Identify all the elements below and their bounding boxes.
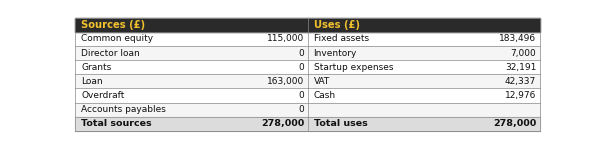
- Text: Sources (£): Sources (£): [81, 20, 145, 30]
- Text: 12,976: 12,976: [505, 91, 536, 100]
- Text: 0: 0: [298, 91, 304, 100]
- Text: 115,000: 115,000: [267, 34, 304, 43]
- Text: Fixed assets: Fixed assets: [314, 34, 368, 43]
- Bar: [75, 117, 540, 131]
- Bar: [75, 46, 540, 60]
- Text: Director loan: Director loan: [81, 49, 140, 57]
- Text: Accounts payables: Accounts payables: [81, 105, 166, 114]
- Text: Startup expenses: Startup expenses: [314, 63, 393, 72]
- Text: VAT: VAT: [314, 77, 330, 86]
- Text: 278,000: 278,000: [493, 119, 536, 128]
- Bar: [75, 88, 540, 103]
- Text: 163,000: 163,000: [267, 77, 304, 86]
- Text: Common equity: Common equity: [81, 34, 153, 43]
- Bar: [75, 74, 540, 88]
- Text: 0: 0: [298, 105, 304, 114]
- Text: 0: 0: [298, 49, 304, 57]
- Bar: [75, 18, 540, 32]
- Text: Overdraft: Overdraft: [81, 91, 124, 100]
- Text: Inventory: Inventory: [314, 49, 357, 57]
- Text: Total sources: Total sources: [81, 119, 152, 128]
- Text: Cash: Cash: [314, 91, 335, 100]
- Text: Loan: Loan: [81, 77, 103, 86]
- Text: 7,000: 7,000: [511, 49, 536, 57]
- Text: 278,000: 278,000: [261, 119, 304, 128]
- Text: Total uses: Total uses: [314, 119, 367, 128]
- Text: 0: 0: [298, 63, 304, 72]
- Text: 183,496: 183,496: [499, 34, 536, 43]
- Bar: [75, 103, 540, 117]
- Text: 32,191: 32,191: [505, 63, 536, 72]
- Text: Uses (£): Uses (£): [314, 20, 359, 30]
- Bar: [75, 32, 540, 46]
- Bar: [75, 60, 540, 74]
- Text: Grants: Grants: [81, 63, 111, 72]
- Text: 42,337: 42,337: [505, 77, 536, 86]
